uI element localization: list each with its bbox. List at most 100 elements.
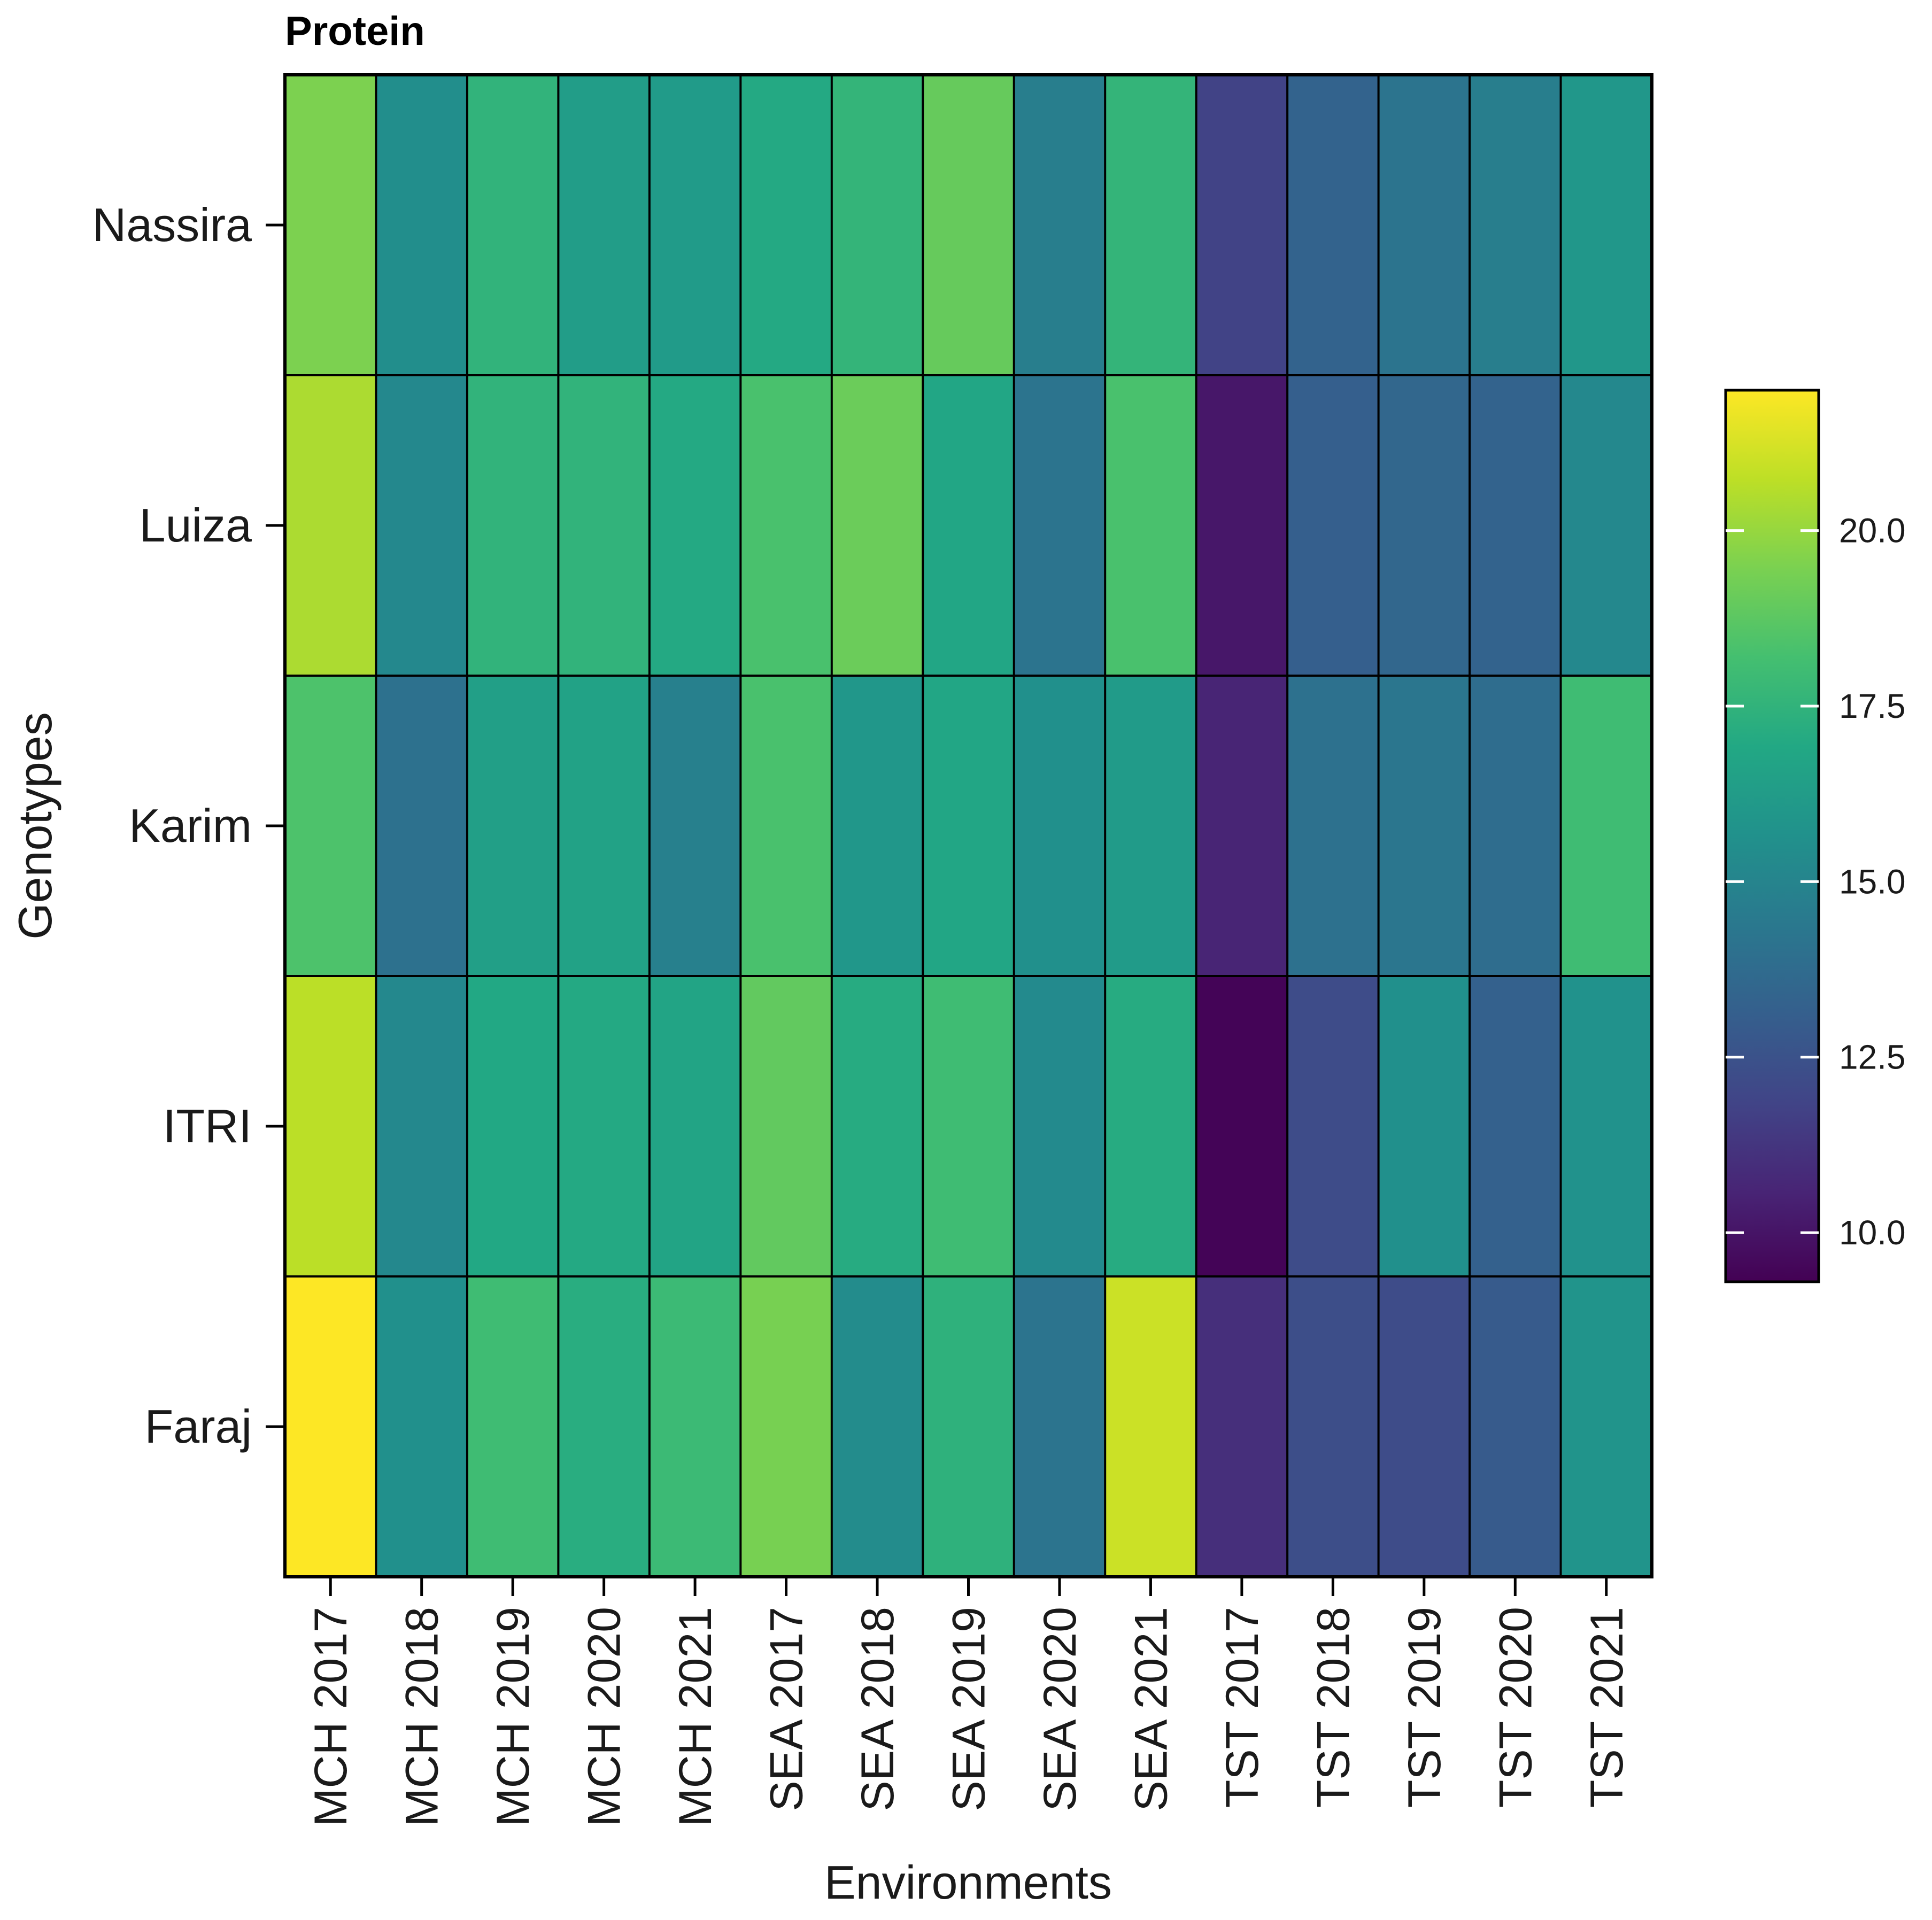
x-tick-label: SEA 2018 xyxy=(852,1607,903,1811)
x-tick-label: TST 2020 xyxy=(1490,1607,1541,1808)
x-tick-label: MCH 2018 xyxy=(397,1607,448,1826)
x-tick-label: MCH 2020 xyxy=(579,1607,630,1826)
heatmap-cell xyxy=(1196,375,1288,676)
heatmap-cell xyxy=(1287,676,1379,977)
x-axis-label: Environments xyxy=(824,1856,1112,1909)
heatmap-cell xyxy=(831,976,923,1277)
heatmap-cell xyxy=(558,1276,650,1577)
heatmap-cell xyxy=(467,75,559,376)
heatmap-cells xyxy=(285,75,1652,1577)
x-tick-label: TST 2018 xyxy=(1308,1607,1359,1808)
heatmap-cell xyxy=(376,976,468,1277)
heatmap-cell xyxy=(1287,75,1379,376)
heatmap-cell xyxy=(740,976,832,1277)
x-axis-ticks: MCH 2017 MCH 2018 MCH 2019 MCH 2020 MCH 2021… xyxy=(305,1577,1633,1826)
heatmap-cell xyxy=(1014,1276,1106,1577)
heatmap-cell xyxy=(831,676,923,977)
x-tick-label: MCH 2017 xyxy=(305,1607,357,1826)
heatmap-cell xyxy=(1470,676,1562,977)
heatmap-cell xyxy=(1378,75,1470,376)
heatmap-cell xyxy=(1014,676,1106,977)
heatmap-cell xyxy=(1014,75,1106,376)
heatmap-cell xyxy=(923,676,1015,977)
x-tick-label: SEA 2020 xyxy=(1034,1607,1086,1811)
heatmap-cell xyxy=(467,976,559,1277)
heatmap-cell xyxy=(1470,1276,1562,1577)
heatmap-cell xyxy=(285,375,376,676)
heatmap-cell xyxy=(649,1276,741,1577)
heatmap-cell xyxy=(1560,676,1652,977)
colorbar-tick-label: 20.0 xyxy=(1839,512,1906,550)
heatmap-cell xyxy=(1378,1276,1470,1577)
heatmap-cell xyxy=(1287,375,1379,676)
heatmap-cell xyxy=(1105,375,1197,676)
colorbar-gradient xyxy=(1724,389,1820,1283)
heatmap-cell xyxy=(1014,375,1106,676)
heatmap-cell xyxy=(285,976,376,1277)
heatmap-cell xyxy=(376,375,468,676)
heatmap-cell xyxy=(376,75,468,376)
colorbar-tick-label: 10.0 xyxy=(1839,1213,1906,1252)
heatmap-cell xyxy=(1378,976,1470,1277)
heatmap-cell xyxy=(1287,976,1379,1277)
heatmap-cell xyxy=(1378,676,1470,977)
colorbar: 10.0 12.5 15.0 17.5 20.0 xyxy=(1724,389,1906,1283)
heatmap-cell xyxy=(1560,976,1652,1277)
heatmap-cell xyxy=(1287,1276,1379,1577)
heatmap-cell xyxy=(558,976,650,1277)
heatmap-cell xyxy=(1105,75,1197,376)
x-tick-label: MCH 2021 xyxy=(670,1607,721,1826)
heatmap-cell xyxy=(558,676,650,977)
y-tick-label: Luiza xyxy=(140,499,252,552)
heatmap-cell xyxy=(1105,676,1197,977)
heatmap-cell xyxy=(1196,75,1288,376)
heatmap-cell xyxy=(649,75,741,376)
colorbar-tick-label: 12.5 xyxy=(1839,1038,1906,1077)
x-tick-label: SEA 2017 xyxy=(761,1607,813,1811)
heatmap-cell xyxy=(740,375,832,676)
x-tick-label: TST 2017 xyxy=(1217,1607,1268,1808)
colorbar-ticks: 10.0 12.5 15.0 17.5 20.0 xyxy=(1726,512,1906,1252)
heatmap-cell xyxy=(831,375,923,676)
heatmap-cell xyxy=(831,1276,923,1577)
heatmap-cell xyxy=(831,75,923,376)
y-tick-label: Karim xyxy=(129,799,252,852)
heatmap-cell xyxy=(740,75,832,376)
heatmap-cell xyxy=(467,375,559,676)
heatmap-cell xyxy=(1196,1276,1288,1577)
heatmap-cell xyxy=(1470,75,1562,376)
x-tick-label: MCH 2019 xyxy=(488,1607,539,1826)
heatmap-cell xyxy=(1470,976,1562,1277)
heatmap-cell xyxy=(649,976,741,1277)
x-tick-label: SEA 2019 xyxy=(944,1607,995,1811)
x-tick-label: TST 2019 xyxy=(1399,1607,1450,1808)
heatmap-cell xyxy=(376,676,468,977)
heatmap-cell xyxy=(649,375,741,676)
heatmap-cell xyxy=(1105,1276,1197,1577)
heatmap-cell xyxy=(923,375,1015,676)
heatmap-cell xyxy=(467,676,559,977)
heatmap-cell xyxy=(1560,375,1652,676)
heatmap-cell xyxy=(1196,976,1288,1277)
x-tick-label: TST 2021 xyxy=(1581,1607,1633,1808)
heatmap-cell xyxy=(649,676,741,977)
heatmap-cell xyxy=(1470,375,1562,676)
y-axis-ticks: Nassira Luiza Karim ITRI Faraj xyxy=(92,198,285,1453)
x-tick-label: SEA 2021 xyxy=(1125,1607,1177,1811)
heatmap-cell xyxy=(923,1276,1015,1577)
heatmap-cell xyxy=(740,676,832,977)
heatmap-cell xyxy=(1196,676,1288,977)
y-tick-label: ITRI xyxy=(163,1100,252,1152)
heatmap-cell xyxy=(1014,976,1106,1277)
heatmap-cell xyxy=(1105,976,1197,1277)
colorbar-tick-label: 15.0 xyxy=(1839,862,1906,901)
heatmap-cell xyxy=(285,676,376,977)
heatmap-cell xyxy=(467,1276,559,1577)
heatmap-cell xyxy=(923,976,1015,1277)
heatmap-cell xyxy=(285,75,376,376)
heatmap-cell xyxy=(1560,1276,1652,1577)
heatmap-cell xyxy=(1378,375,1470,676)
heatmap-cell xyxy=(740,1276,832,1577)
chart-title: Protein xyxy=(285,9,425,54)
